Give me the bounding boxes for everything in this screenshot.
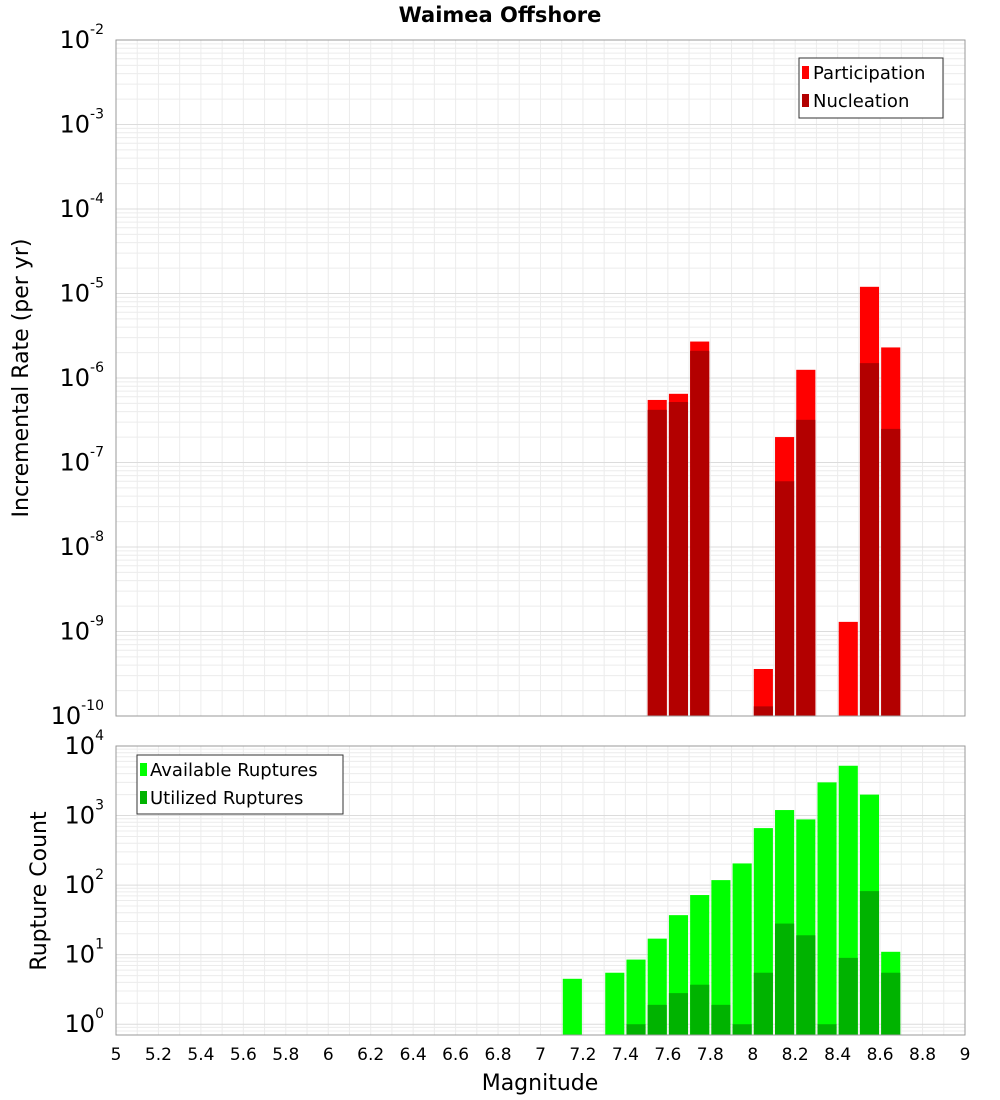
legend-swatch-available [140,763,147,776]
x-tick-label: 8.8 [909,1045,936,1065]
x-tick-label: 6.6 [442,1045,469,1065]
rate-legend-box [798,57,944,119]
count-y-tick-label: 103 [65,798,104,830]
rate-y-tick-label: 10-2 [59,22,104,54]
rate-bar-participation [838,621,858,716]
count-y-tick-label: 101 [65,937,104,969]
count-bar-utilized-ruptures [859,891,880,1035]
count-legend: Available Ruptures Utilized Ruptures [136,754,344,815]
rate-y-tick-label: 10-4 [59,191,104,223]
count-y-axis-title: Rupture Count [27,811,52,971]
x-tick-label: 6.4 [400,1045,427,1065]
count-bar-utilized-ruptures [753,972,773,1035]
rate-bar-participation [753,668,773,716]
rate-y-tick-label: 10-3 [59,107,104,139]
count-panel: 104 103 102 101 100 5 5.2 5.4 5.6 5.8 6 6.2 6.4 6.6 6… [27,728,970,1096]
chart-title: Waimea Offshore [399,3,602,27]
rate-bar-nucleation [881,428,901,716]
x-axis-title: Magnitude [482,1071,599,1096]
x-tick-label: 5.4 [187,1045,214,1065]
count-bar-utilized-ruptures [796,935,816,1035]
count-bar-utilized-ruptures [626,1024,646,1035]
count-y-tick-label: 104 [65,728,105,760]
x-tick-label: 5 [111,1045,122,1065]
rate-y-tick-label: 10-9 [59,614,104,646]
rate-panel: 10-2 10-3 10-4 10-5 10-6 10-7 10-8 10-9 10-10 In… [9,22,966,730]
count-bar-utilized-ruptures [881,972,901,1035]
legend-swatch-utilized [140,791,147,804]
x-tick-label: 8 [747,1045,758,1065]
count-y-tick-label: 102 [65,867,104,899]
x-ticks: 5 5.2 5.4 5.6 5.8 6 6.2 6.4 6.6 6.8 7 7.2 7.4 7.6 7.8 8… [111,1045,971,1065]
rate-plot-frame [115,39,966,717]
legend-swatch-participation [802,66,809,79]
x-tick-label: 7.2 [569,1045,596,1065]
count-bar-available-ruptures [562,978,582,1035]
rate-y-tick-label: 10-8 [59,529,104,561]
count-bar-utilized-ruptures [817,1024,837,1035]
rate-grid [115,39,966,717]
rate-bar-nucleation [668,401,689,716]
rate-bar-nucleation [775,481,795,716]
rate-y-tick-label: 10-5 [59,276,104,308]
count-bar-utilized-ruptures [775,923,795,1035]
x-tick-label: 7.8 [697,1045,724,1065]
x-tick-label: 6.8 [485,1045,512,1065]
count-bar-available-ruptures [817,782,837,1035]
legend-swatch-nucleation [802,94,809,107]
rate-y-tick-label: 10-10 [51,698,104,730]
rate-bar-nucleation [796,419,816,716]
x-tick-label: 5.2 [145,1045,172,1065]
count-plot-frame [115,745,966,1036]
x-tick-label: 7.4 [612,1045,639,1065]
count-y-ticks: 104 103 102 101 100 [65,728,105,1038]
legend-label-utilized: Utilized Ruptures [150,788,303,809]
x-tick-label: 8.6 [867,1045,894,1065]
x-tick-label: 8.2 [782,1045,809,1065]
legend-label-available: Available Ruptures [150,760,318,781]
rate-bar-nucleation [753,706,773,716]
count-bar-available-ruptures [711,880,731,1035]
count-y-tick-label: 100 [65,1006,104,1038]
x-tick-label: 6.2 [357,1045,384,1065]
legend-label-nucleation: Nucleation [813,91,909,112]
rate-bars [647,286,901,716]
x-tick-label: 5.6 [230,1045,257,1065]
count-legend-box [136,754,344,815]
count-bar-available-ruptures [626,959,646,1035]
count-bar-available-ruptures [732,863,752,1035]
x-tick-label: 9 [960,1045,971,1065]
x-tick-label: 6 [323,1045,334,1065]
legend-label-participation: Participation [813,63,925,84]
count-bar-utilized-ruptures [732,1024,752,1035]
rate-y-tick-label: 10-6 [59,360,104,392]
rate-y-tick-label: 10-7 [59,445,104,477]
count-bar-utilized-ruptures [690,984,710,1035]
x-tick-label: 5.8 [272,1045,299,1065]
count-bar-utilized-ruptures [711,1004,731,1035]
rate-bar-nucleation [859,363,880,716]
x-tick-label: 7 [535,1045,546,1065]
count-bar-utilized-ruptures [668,993,689,1035]
count-bar-utilized-ruptures [838,957,858,1035]
rate-bar-nucleation [647,409,667,716]
x-tick-label: 7.6 [654,1045,681,1065]
rate-y-axis-title: Incremental Rate (per yr) [9,239,34,518]
count-bar-utilized-ruptures [647,1004,667,1035]
rate-legend: Participation Nucleation [798,57,944,119]
rate-bar-nucleation [690,350,710,716]
x-tick-label: 8.4 [824,1045,851,1065]
rate-y-ticks: 10-2 10-3 10-4 10-5 10-6 10-7 10-8 10-9 10-10 [51,22,105,730]
count-bars [562,765,901,1035]
count-bar-available-ruptures [605,972,625,1035]
